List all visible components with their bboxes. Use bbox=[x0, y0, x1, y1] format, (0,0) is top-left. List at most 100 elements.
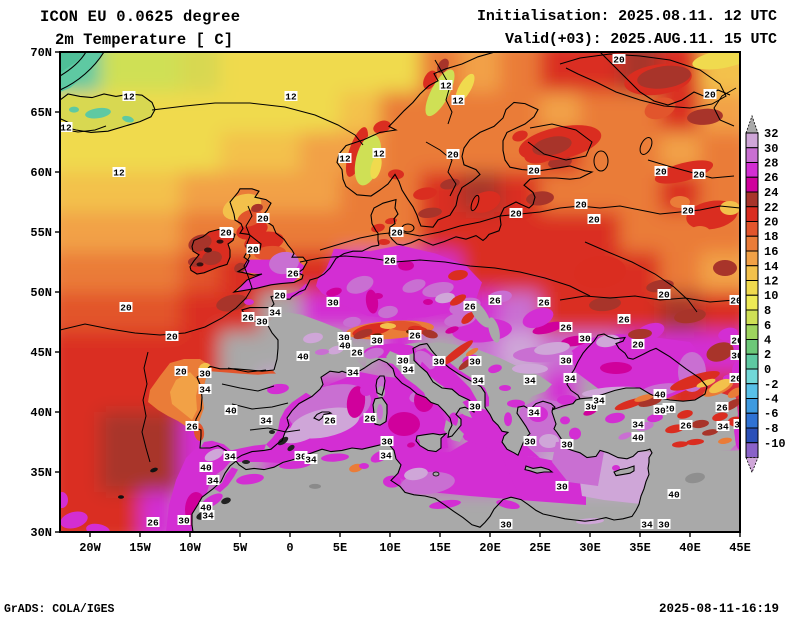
svg-text:26: 26 bbox=[464, 301, 476, 312]
svg-text:34: 34 bbox=[472, 375, 484, 386]
svg-text:40: 40 bbox=[200, 502, 212, 513]
svg-text:22: 22 bbox=[764, 201, 778, 215]
svg-text:20: 20 bbox=[632, 339, 644, 350]
svg-text:10W: 10W bbox=[179, 541, 201, 555]
svg-text:34: 34 bbox=[207, 475, 219, 486]
svg-text:20: 20 bbox=[575, 199, 587, 210]
svg-text:20: 20 bbox=[391, 227, 403, 238]
svg-text:40: 40 bbox=[297, 351, 309, 362]
svg-text:30: 30 bbox=[433, 356, 445, 367]
svg-text:20: 20 bbox=[447, 149, 459, 160]
svg-text:30: 30 bbox=[731, 350, 743, 361]
svg-text:26: 26 bbox=[186, 421, 198, 432]
svg-text:ICON EU 0.0625 degree: ICON EU 0.0625 degree bbox=[40, 8, 240, 26]
svg-text:40: 40 bbox=[339, 340, 351, 351]
svg-text:4: 4 bbox=[764, 334, 771, 348]
svg-text:30: 30 bbox=[397, 355, 409, 366]
svg-text:-2: -2 bbox=[764, 378, 778, 392]
svg-text:30: 30 bbox=[561, 439, 573, 450]
svg-text:30: 30 bbox=[256, 316, 268, 327]
svg-text:26: 26 bbox=[489, 295, 501, 306]
svg-text:34: 34 bbox=[641, 519, 653, 530]
svg-text:30: 30 bbox=[295, 451, 307, 462]
svg-text:26: 26 bbox=[560, 322, 572, 333]
svg-text:30: 30 bbox=[199, 368, 211, 379]
svg-text:26: 26 bbox=[618, 314, 630, 325]
svg-text:34: 34 bbox=[260, 415, 272, 426]
svg-text:20: 20 bbox=[175, 366, 187, 377]
svg-text:70N: 70N bbox=[30, 46, 52, 60]
svg-text:34: 34 bbox=[402, 364, 414, 375]
svg-text:26: 26 bbox=[364, 413, 376, 424]
svg-text:26: 26 bbox=[764, 171, 778, 185]
svg-text:35N: 35N bbox=[30, 466, 52, 480]
svg-text:40E: 40E bbox=[679, 541, 701, 555]
svg-text:26: 26 bbox=[409, 330, 421, 341]
svg-text:18: 18 bbox=[764, 230, 778, 244]
svg-text:40N: 40N bbox=[30, 406, 52, 420]
svg-text:0: 0 bbox=[764, 363, 771, 377]
svg-text:40: 40 bbox=[654, 389, 666, 400]
svg-text:Valid(+03): 2025.AUG.11. 15 UT: Valid(+03): 2025.AUG.11. 15 UTC bbox=[505, 31, 777, 48]
svg-text:20: 20 bbox=[693, 169, 705, 180]
svg-text:34: 34 bbox=[347, 367, 359, 378]
svg-text:34: 34 bbox=[524, 375, 536, 386]
svg-text:20: 20 bbox=[764, 216, 778, 230]
svg-text:12: 12 bbox=[123, 91, 135, 102]
svg-text:-10: -10 bbox=[764, 437, 786, 451]
svg-text:12: 12 bbox=[452, 95, 464, 106]
svg-text:34: 34 bbox=[717, 421, 729, 432]
svg-text:20W: 20W bbox=[79, 541, 101, 555]
svg-text:20: 20 bbox=[655, 166, 667, 177]
svg-text:34: 34 bbox=[199, 384, 211, 395]
svg-text:-6: -6 bbox=[764, 407, 778, 421]
svg-text:30: 30 bbox=[764, 142, 778, 156]
svg-text:25E: 25E bbox=[529, 541, 551, 555]
svg-text:28: 28 bbox=[764, 157, 778, 171]
svg-text:15E: 15E bbox=[429, 541, 451, 555]
svg-text:30: 30 bbox=[178, 515, 190, 526]
svg-text:8: 8 bbox=[764, 304, 771, 318]
svg-text:30: 30 bbox=[469, 401, 481, 412]
svg-text:24: 24 bbox=[764, 186, 778, 200]
svg-text:6: 6 bbox=[764, 319, 771, 333]
svg-text:30: 30 bbox=[556, 481, 568, 492]
svg-text:26: 26 bbox=[716, 402, 728, 413]
svg-text:34: 34 bbox=[224, 451, 236, 462]
svg-text:40: 40 bbox=[668, 489, 680, 500]
svg-text:20E: 20E bbox=[479, 541, 501, 555]
svg-text:20: 20 bbox=[220, 227, 232, 238]
svg-text:12: 12 bbox=[373, 148, 385, 159]
svg-text:20: 20 bbox=[257, 213, 269, 224]
svg-text:30: 30 bbox=[524, 436, 536, 447]
svg-text:26: 26 bbox=[287, 268, 299, 279]
svg-text:2m Temperature [ C]: 2m Temperature [ C] bbox=[55, 31, 233, 49]
svg-text:45E: 45E bbox=[729, 541, 751, 555]
svg-text:30: 30 bbox=[658, 519, 670, 530]
svg-text:Initialisation: 2025.08.11. 12: Initialisation: 2025.08.11. 12 UTC bbox=[477, 8, 777, 25]
svg-text:5W: 5W bbox=[233, 541, 248, 555]
svg-text:30: 30 bbox=[381, 436, 393, 447]
svg-text:0: 0 bbox=[286, 541, 293, 555]
svg-text:16: 16 bbox=[764, 245, 778, 259]
svg-text:20: 20 bbox=[120, 302, 132, 313]
svg-text:12: 12 bbox=[60, 122, 72, 133]
svg-text:65N: 65N bbox=[30, 106, 52, 120]
svg-text:30: 30 bbox=[338, 332, 350, 343]
svg-text:20: 20 bbox=[247, 244, 259, 255]
svg-text:26: 26 bbox=[731, 335, 743, 346]
svg-text:34: 34 bbox=[380, 450, 392, 461]
svg-text:20: 20 bbox=[588, 214, 600, 225]
svg-text:50N: 50N bbox=[30, 286, 52, 300]
svg-text:30: 30 bbox=[654, 405, 666, 416]
svg-text:30: 30 bbox=[560, 355, 572, 366]
svg-text:26: 26 bbox=[384, 255, 396, 266]
svg-text:30: 30 bbox=[371, 335, 383, 346]
svg-text:20: 20 bbox=[682, 205, 694, 216]
svg-text:14: 14 bbox=[764, 260, 778, 274]
svg-text:40: 40 bbox=[200, 462, 212, 473]
svg-text:34: 34 bbox=[305, 454, 317, 465]
svg-text:10: 10 bbox=[764, 289, 778, 303]
svg-text:5E: 5E bbox=[333, 541, 347, 555]
svg-text:34: 34 bbox=[269, 307, 281, 318]
